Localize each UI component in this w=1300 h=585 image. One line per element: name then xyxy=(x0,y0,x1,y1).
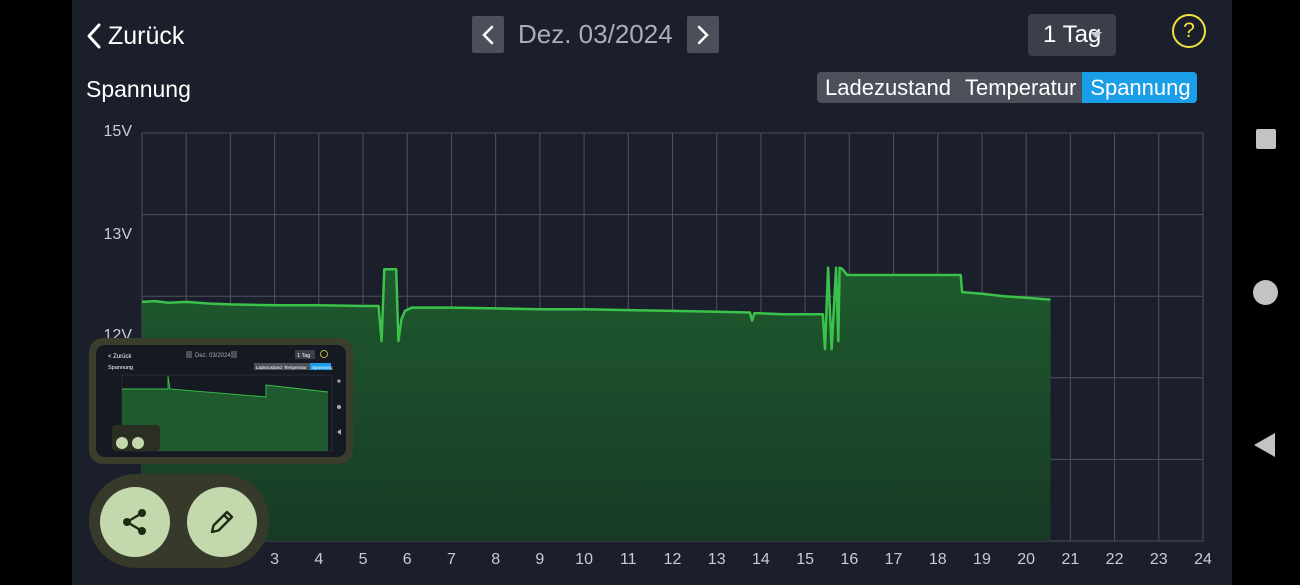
current-date: Dez. 03/2024 xyxy=(518,19,673,49)
back-nav-button[interactable] xyxy=(1253,432,1277,463)
x-axis-label: 15 xyxy=(796,551,815,568)
preview-title: Spannung xyxy=(108,365,133,371)
preview-back: < Zurück xyxy=(108,354,133,360)
home-button[interactable] xyxy=(1253,280,1278,305)
edit-button[interactable] xyxy=(187,487,257,557)
caret-down-icon xyxy=(1090,32,1102,38)
x-axis-label: 8 xyxy=(491,551,501,568)
x-axis-label: 16 xyxy=(840,551,859,568)
chevron-left-icon xyxy=(87,23,101,49)
next-day-button[interactable] xyxy=(686,16,719,53)
preview-date: Dez. 03/2024 xyxy=(195,353,231,359)
share-button[interactable] xyxy=(100,487,170,557)
chevron-right-icon xyxy=(697,25,709,44)
x-axis-label: 24 xyxy=(1194,551,1212,568)
recent-apps-button[interactable] xyxy=(1256,129,1276,149)
chart-title: Spannung xyxy=(86,76,191,102)
x-axis-label: 9 xyxy=(535,551,545,568)
pencil-icon xyxy=(210,510,234,534)
time-range-dropdown[interactable]: 1 Tag xyxy=(1028,14,1116,56)
preview-range: 1 Tag xyxy=(297,353,310,359)
x-axis-label: 11 xyxy=(619,551,637,568)
floating-action-bar xyxy=(89,474,269,568)
preview-tab-2: Temperatur xyxy=(284,365,307,370)
preview-screen: < Zurück Dez. 03/2024 1 Tag Spannung Lad… xyxy=(96,345,346,457)
x-axis-label: 5 xyxy=(358,551,368,568)
x-axis-label: 18 xyxy=(928,551,947,568)
x-axis-label: 20 xyxy=(1017,551,1036,568)
back-button[interactable]: Zurück xyxy=(84,18,184,54)
x-axis-label: 22 xyxy=(1105,551,1124,568)
x-axis-label: 4 xyxy=(314,551,324,568)
preview-graphic: < Zurück Dez. 03/2024 1 Tag Spannung Lad… xyxy=(108,350,341,452)
x-axis-label: 7 xyxy=(447,551,456,568)
screenshot-preview-thumbnail[interactable]: < Zurück Dez. 03/2024 1 Tag Spannung Lad… xyxy=(89,338,353,464)
help-icon[interactable]: ? xyxy=(1172,14,1206,48)
y-axis-label-13v: 13V xyxy=(103,226,132,243)
back-label: Zurück xyxy=(108,21,185,50)
preview-tab-1: Ladezustand xyxy=(256,365,282,370)
x-axis-label: 12 xyxy=(663,551,682,568)
x-axis-label: 10 xyxy=(575,551,593,568)
x-axis-label: 19 xyxy=(973,551,991,568)
x-axis-label: 13 xyxy=(707,551,726,568)
system-navigation-bar xyxy=(1232,0,1300,585)
x-axis-label: 3 xyxy=(270,551,280,568)
metric-tabs: Ladezustand Temperatur Spannung xyxy=(817,72,1197,103)
tab-spannung[interactable]: Spannung xyxy=(1082,72,1197,103)
x-axis-label: 17 xyxy=(884,551,903,568)
x-axis-label: 23 xyxy=(1149,551,1168,568)
tab-temperatur[interactable]: Temperatur xyxy=(965,75,1077,100)
x-axis-label: 21 xyxy=(1061,551,1080,568)
preview-tab-3: Spannung xyxy=(312,365,333,370)
date-navigator: Dez. 03/2024 xyxy=(472,16,719,53)
x-axis-label: 6 xyxy=(402,551,412,568)
triangle-back-icon xyxy=(1254,433,1275,457)
chevron-left-icon xyxy=(482,25,494,44)
y-axis-label-15v: 15V xyxy=(103,123,132,140)
tab-ladezustand[interactable]: Ladezustand xyxy=(825,75,951,100)
share-icon xyxy=(123,509,146,535)
x-axis-label: 14 xyxy=(752,551,770,568)
svg-text:■: ■ xyxy=(337,379,341,385)
previous-day-button[interactable] xyxy=(472,16,504,53)
app-screen: Zurück Dez. 03/2024 1 Tag ? Spannung Lad… xyxy=(72,0,1232,585)
voltage-line xyxy=(141,266,1051,351)
